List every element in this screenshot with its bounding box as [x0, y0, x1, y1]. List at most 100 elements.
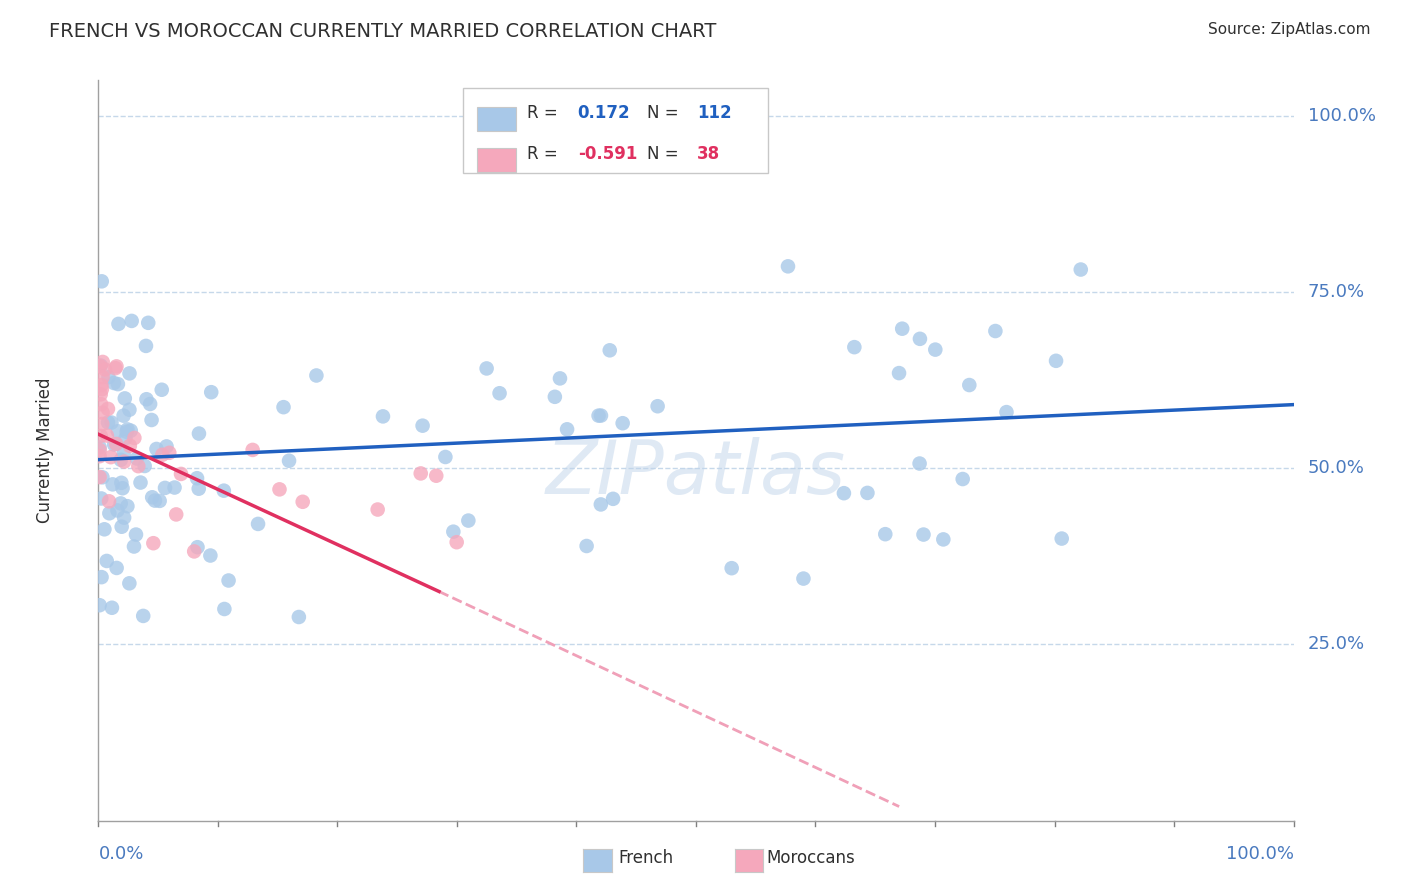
- Point: [90, 359, 112, 373]
- Point: [984, 324, 1007, 338]
- Point: [875, 527, 897, 541]
- Point: [90, 387, 112, 401]
- Point: [776, 260, 799, 274]
- Point: [111, 481, 134, 495]
- Point: [107, 317, 129, 331]
- Point: [612, 416, 634, 430]
- Point: [118, 367, 141, 381]
- Text: ZIPatlas: ZIPatlas: [546, 437, 846, 508]
- Point: [602, 491, 624, 506]
- Text: 38: 38: [697, 145, 720, 163]
- Point: [97, 401, 120, 416]
- Bar: [477, 107, 516, 131]
- Point: [157, 446, 180, 460]
- Text: 25.0%: 25.0%: [1308, 635, 1365, 653]
- Point: [125, 451, 148, 466]
- Point: [475, 361, 498, 376]
- Point: [409, 467, 432, 481]
- Point: [129, 475, 152, 490]
- Point: [887, 366, 910, 380]
- Point: [114, 392, 136, 406]
- Text: 0.172: 0.172: [578, 104, 630, 122]
- Point: [105, 561, 128, 575]
- Point: [932, 533, 955, 547]
- Point: [89, 359, 111, 374]
- Point: [288, 610, 311, 624]
- Point: [101, 600, 124, 615]
- Point: [149, 494, 172, 508]
- Point: [90, 382, 112, 396]
- Point: [142, 536, 165, 550]
- Point: [720, 561, 742, 575]
- Point: [273, 400, 295, 414]
- Point: [891, 321, 914, 335]
- Point: [912, 527, 935, 541]
- Point: [143, 493, 166, 508]
- Point: [957, 378, 980, 392]
- Point: [112, 409, 135, 423]
- Text: 0.0%: 0.0%: [98, 846, 143, 863]
- Point: [90, 570, 112, 584]
- Point: [412, 418, 434, 433]
- Text: 75.0%: 75.0%: [1308, 283, 1365, 301]
- Text: R =: R =: [527, 145, 564, 163]
- Point: [89, 443, 111, 458]
- Point: [856, 486, 879, 500]
- Point: [371, 409, 394, 424]
- Point: [118, 402, 141, 417]
- Point: [115, 425, 138, 439]
- Point: [103, 437, 125, 451]
- Text: -0.591: -0.591: [578, 145, 637, 163]
- Point: [1045, 353, 1067, 368]
- Point: [112, 447, 135, 461]
- Point: [90, 397, 112, 411]
- Point: [110, 475, 132, 490]
- Point: [599, 343, 621, 358]
- Point: [97, 416, 120, 430]
- Point: [91, 417, 114, 431]
- Point: [134, 458, 156, 473]
- Point: [94, 362, 117, 376]
- Point: [90, 491, 112, 506]
- Point: [488, 386, 510, 401]
- Point: [588, 409, 610, 423]
- Text: N =: N =: [647, 145, 683, 163]
- Point: [121, 314, 143, 328]
- Point: [141, 413, 163, 427]
- Point: [107, 425, 129, 439]
- Point: [117, 499, 139, 513]
- Point: [212, 483, 235, 498]
- Point: [136, 316, 159, 330]
- Point: [908, 457, 931, 471]
- Point: [112, 510, 135, 524]
- Point: [589, 409, 612, 423]
- Point: [792, 572, 814, 586]
- Point: [93, 522, 115, 536]
- Point: [91, 470, 114, 484]
- Point: [91, 355, 114, 369]
- Point: [145, 442, 167, 456]
- Point: [214, 602, 236, 616]
- Point: [269, 483, 291, 497]
- Point: [127, 459, 149, 474]
- Point: [90, 378, 112, 392]
- Point: [91, 406, 114, 420]
- Point: [98, 506, 121, 520]
- Point: [118, 439, 141, 453]
- Point: [89, 449, 111, 463]
- Point: [952, 472, 974, 486]
- Point: [90, 429, 112, 443]
- Point: [200, 549, 222, 563]
- Point: [110, 496, 132, 510]
- Point: [139, 397, 162, 411]
- Point: [122, 540, 145, 554]
- Point: [112, 454, 135, 468]
- Text: Source: ZipAtlas.com: Source: ZipAtlas.com: [1208, 22, 1371, 37]
- Point: [107, 503, 129, 517]
- Point: [97, 370, 120, 384]
- Point: [125, 527, 148, 541]
- Point: [104, 361, 127, 376]
- Text: 100.0%: 100.0%: [1308, 106, 1376, 125]
- Point: [100, 450, 122, 464]
- Point: [548, 371, 571, 385]
